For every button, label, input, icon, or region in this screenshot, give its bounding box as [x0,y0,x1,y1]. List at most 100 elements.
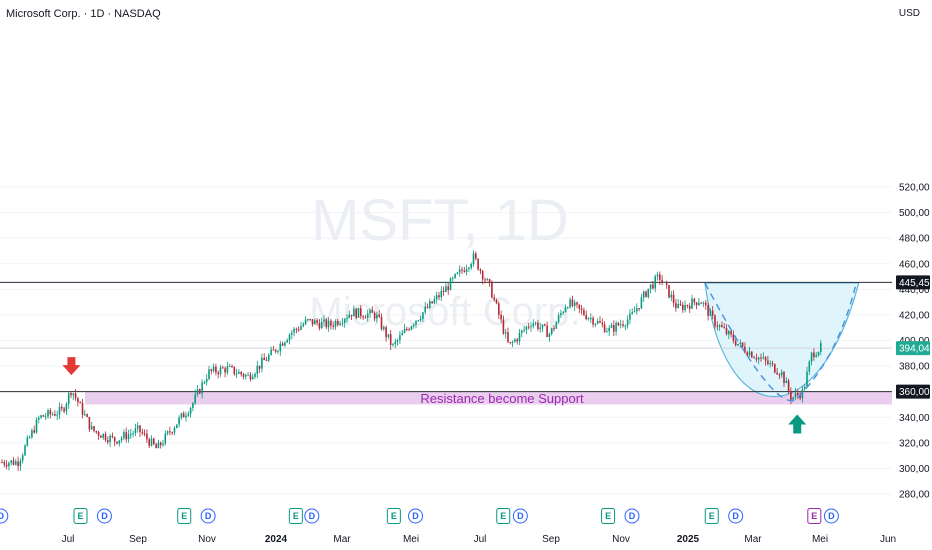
earnings-marker-label: E [811,511,817,521]
candle-body [21,455,24,461]
earnings-marker[interactable] [73,508,88,524]
candle-body [774,363,776,373]
candle-body [481,271,484,280]
earnings-marker[interactable] [496,508,511,524]
candle-body [525,326,528,330]
candle-body [136,425,139,429]
candle-body [279,343,282,352]
annotation-arrows[interactable] [62,357,807,434]
candle-body [40,415,42,418]
candle-body [656,274,659,277]
candle-body [610,325,613,328]
candle-body [468,267,470,269]
candle-body [702,302,705,304]
candle-body [171,432,173,434]
candle-body [3,462,6,465]
candle-body [734,340,737,346]
time-axis[interactable]: Jul Sep Nov 2024 Mar Mei Jul Sep Nov 2025 Mar Mei Ju… [62,534,896,545]
candle-body [688,306,691,309]
dividend-marker[interactable] [96,508,112,524]
candle-body [93,426,95,432]
candle-body [534,322,537,324]
candle-body [755,358,758,360]
cup-shape[interactable] [704,282,860,397]
candle-body [201,382,203,394]
candle-body [507,332,509,343]
candle-body [815,355,817,358]
candle-body [125,432,127,440]
candle-body [399,335,401,341]
projection-path[interactable] [704,282,856,402]
candle-body [548,334,551,338]
dividend-marker[interactable] [823,508,839,524]
candle-body [238,371,240,374]
candle-body [100,435,102,438]
support-zone[interactable]: Resistance become Support [85,391,892,406]
candle-body [109,435,111,443]
candle-body [199,389,201,394]
arrow-up-marker[interactable] [788,414,807,434]
currency-label[interactable]: USD [898,8,920,19]
candle-body [42,415,45,417]
candle-body [615,322,617,332]
candle-body [277,351,279,353]
candle-body [387,334,390,338]
earnings-marker[interactable] [807,508,822,524]
dividend-marker[interactable] [200,508,216,524]
candle-body [617,322,620,326]
candle-body [753,357,755,359]
candle-body [523,329,525,331]
candle-body [426,306,429,308]
arrow-down-marker[interactable] [62,357,81,376]
earnings-marker[interactable] [386,508,401,524]
candle-body [334,321,337,327]
candle-body [619,324,622,326]
support-zone-rect[interactable] [85,391,892,405]
candle-body [297,329,300,331]
candle-body [649,284,652,289]
candle-body [120,437,123,441]
dividend-marker[interactable] [728,508,744,524]
candle-body [378,314,380,317]
earnings-marker[interactable] [704,508,719,524]
earnings-marker-label: E [293,511,299,521]
candle-body [130,433,132,435]
candle-body [730,330,732,335]
candle-body [682,304,684,311]
price-tag-label: 445,45 [899,278,930,289]
dividend-marker[interactable] [624,508,640,524]
x-tick-label: Mar [333,534,351,545]
candle-body [433,299,436,304]
candlestick-series [1,250,822,472]
candle-body [226,366,229,373]
candle-body [235,373,238,375]
candle-body [383,327,385,330]
dividend-marker[interactable] [304,508,320,524]
candle-body [638,308,640,310]
dividend-marker-label: D [732,511,739,521]
projection-dashed-line[interactable] [704,282,856,402]
candle-body [590,317,592,319]
candle-body [307,319,309,321]
candle-body [803,386,806,389]
earnings-marker[interactable] [288,508,303,524]
candle-body [491,282,493,298]
candle-body [215,366,217,373]
candle-body [633,311,636,313]
candle-body [449,278,452,291]
candle-body [757,357,760,360]
dividend-marker[interactable] [512,508,528,524]
dividend-marker[interactable] [408,508,424,524]
candle-body [65,403,68,412]
cup-pattern[interactable] [704,282,860,397]
candle-body [403,328,406,333]
candle-body [640,297,643,309]
dividend-marker-label: D [205,511,212,521]
earnings-marker[interactable] [177,508,192,524]
candle-body [624,325,627,327]
earnings-marker[interactable] [601,508,616,524]
price-tag [896,341,930,356]
dividend-marker[interactable] [0,508,9,524]
